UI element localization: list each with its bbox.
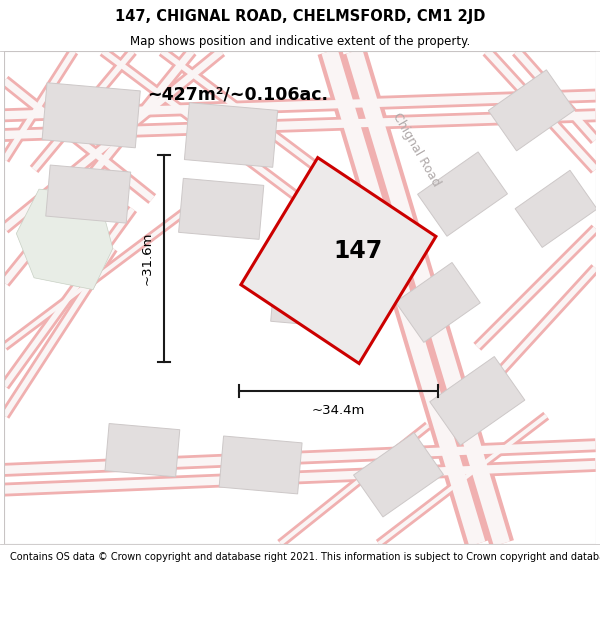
Polygon shape xyxy=(105,424,180,477)
Text: Map shows position and indicative extent of the property.: Map shows position and indicative extent… xyxy=(130,34,470,48)
Polygon shape xyxy=(353,432,443,517)
Polygon shape xyxy=(42,82,140,148)
Polygon shape xyxy=(16,189,113,289)
Text: Chignal Road: Chignal Road xyxy=(390,111,443,189)
Text: Contains OS data © Crown copyright and database right 2021. This information is : Contains OS data © Crown copyright and d… xyxy=(10,552,600,562)
Polygon shape xyxy=(46,165,131,223)
Polygon shape xyxy=(184,102,278,168)
Polygon shape xyxy=(179,178,264,239)
Polygon shape xyxy=(271,268,349,328)
Polygon shape xyxy=(219,436,302,494)
Polygon shape xyxy=(488,70,575,151)
Text: 147, CHIGNAL ROAD, CHELMSFORD, CM1 2JD: 147, CHIGNAL ROAD, CHELMSFORD, CM1 2JD xyxy=(115,9,485,24)
Polygon shape xyxy=(241,158,436,364)
Text: ~34.4m: ~34.4m xyxy=(312,404,365,418)
Polygon shape xyxy=(515,170,597,248)
Polygon shape xyxy=(430,356,525,445)
Text: 147: 147 xyxy=(334,239,383,262)
Text: ~427m²/~0.106ac.: ~427m²/~0.106ac. xyxy=(148,86,328,104)
Text: ~31.6m: ~31.6m xyxy=(141,231,154,285)
Polygon shape xyxy=(418,152,508,236)
Polygon shape xyxy=(395,262,480,343)
